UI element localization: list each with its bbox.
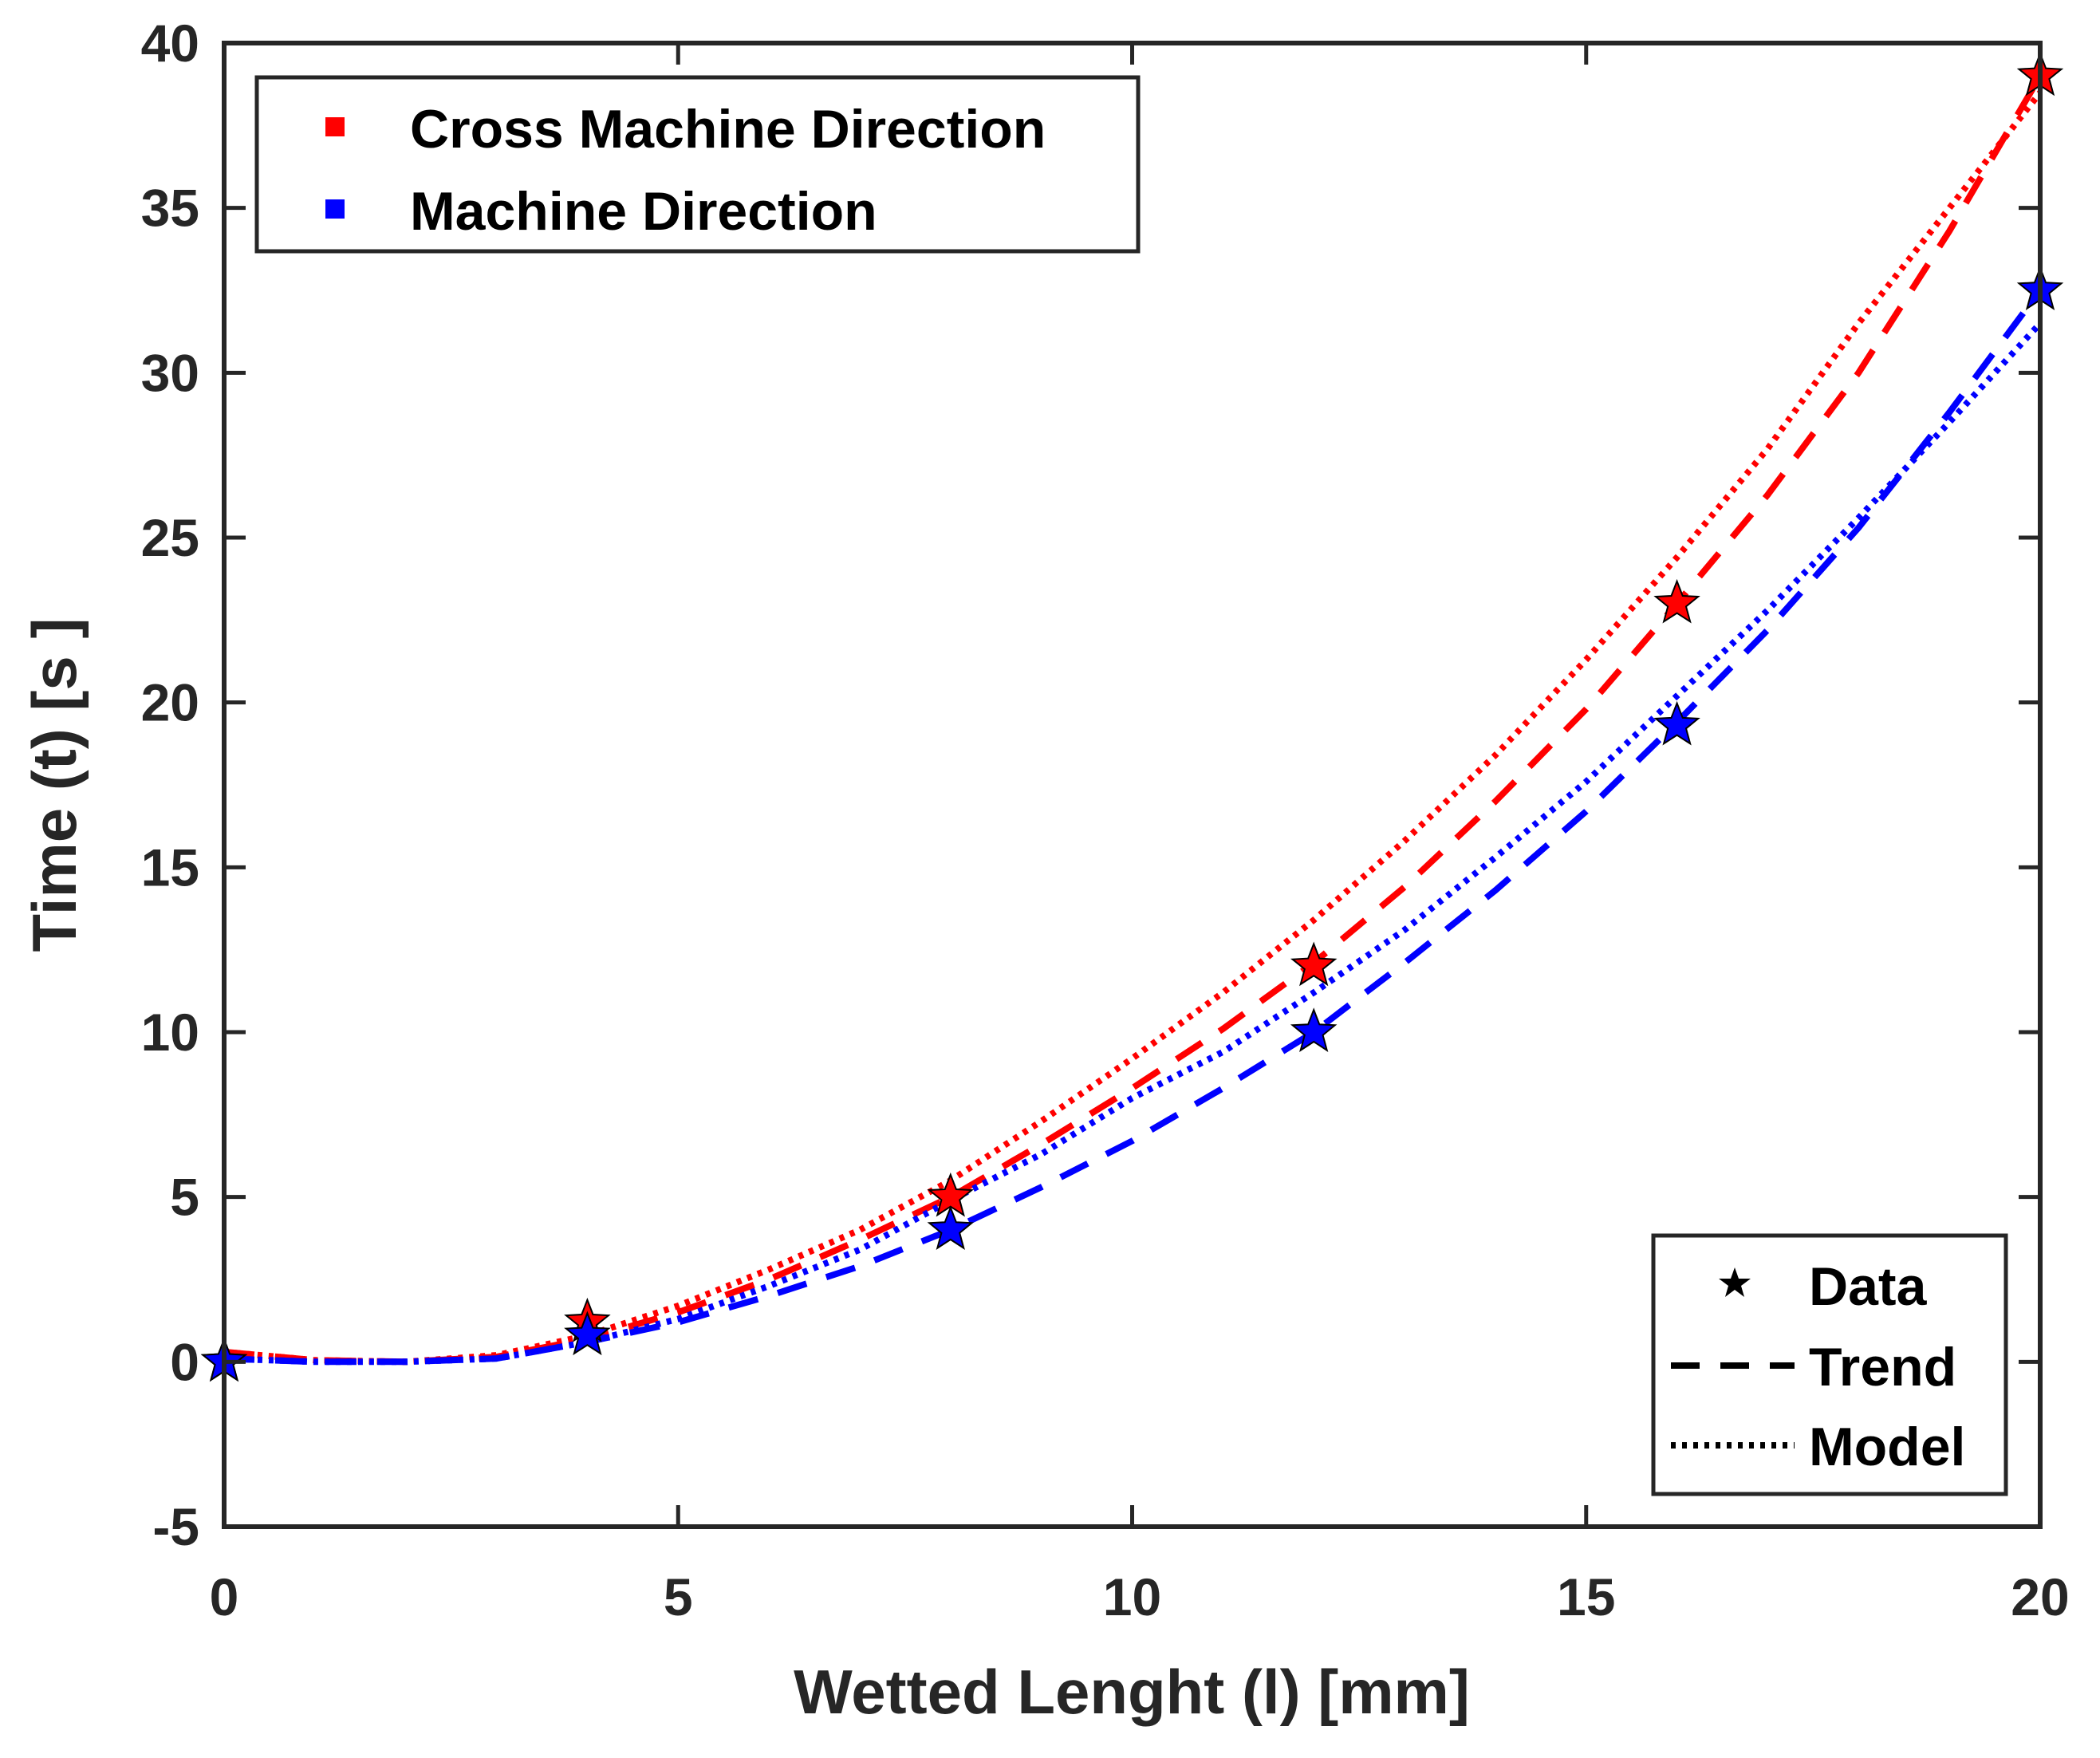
data-point-machine-direction	[927, 1205, 975, 1250]
model-line-cross-machine-direction	[223, 90, 2043, 1366]
y-tick-label: 30	[141, 343, 199, 402]
data-point-machine-direction	[564, 1311, 611, 1356]
y-axis-title: Time (t) [s ]	[19, 618, 89, 952]
y-tick-label: 35	[141, 179, 199, 238]
x-tick-label: 20	[2011, 1567, 2069, 1626]
y-tick-label: -5	[152, 1497, 199, 1556]
legend-label-trend: Trend	[1809, 1337, 1956, 1397]
y-tick-labels: -5 0 5 10 15 20 25 30 35 40	[141, 14, 199, 1556]
x-tick-label: 5	[664, 1567, 693, 1626]
legend-style: Data Trend Model	[1651, 1233, 2008, 1496]
trend-line-machine-direction	[223, 288, 2043, 1366]
trend-line-cross-machine-direction	[223, 74, 2043, 1366]
legend-label-model: Model	[1809, 1417, 1965, 1477]
legend-label-machine: Machine Direction	[410, 181, 877, 242]
y-tick-label: 5	[170, 1168, 199, 1227]
data-point-machine-direction	[1653, 700, 1700, 746]
y-tick-label: 20	[141, 673, 199, 732]
data-point-cross-machine-direction	[1290, 941, 1338, 987]
legend-star-icon	[1719, 1267, 1751, 1297]
y-tick-label: 40	[141, 14, 199, 73]
x-tick-label: 0	[210, 1567, 239, 1626]
data-point-machine-direction	[1290, 1007, 1338, 1052]
x-tick-label: 15	[1557, 1567, 1615, 1626]
data-point-cross-machine-direction	[1653, 578, 1700, 624]
legend-series-box	[254, 75, 1141, 254]
legend-series: Cross Machine Direction Machine Directio…	[254, 75, 1141, 254]
y-tick-label: 25	[141, 508, 199, 567]
legend-label-cross-machine: Cross Machine Direction	[410, 99, 1046, 160]
y-tick-label: 0	[170, 1332, 199, 1391]
legend-swatch-cross-machine	[325, 117, 345, 136]
legend-style-box	[1651, 1233, 2008, 1496]
x-axis-title: Wetted Lenght (l) [mm]	[794, 1657, 1470, 1727]
x-tick-labels: 0 5 10 15 20	[210, 1567, 2070, 1626]
x-tick-label: 10	[1103, 1567, 1161, 1626]
legend-label-data: Data	[1809, 1256, 1928, 1317]
model-line-machine-direction	[223, 321, 2043, 1366]
legend-swatch-machine	[325, 199, 345, 219]
axis-ticks	[222, 41, 2043, 1529]
y-tick-label: 10	[141, 1003, 199, 1062]
y-tick-label: 15	[141, 838, 199, 897]
plot-lines	[223, 74, 2043, 1366]
